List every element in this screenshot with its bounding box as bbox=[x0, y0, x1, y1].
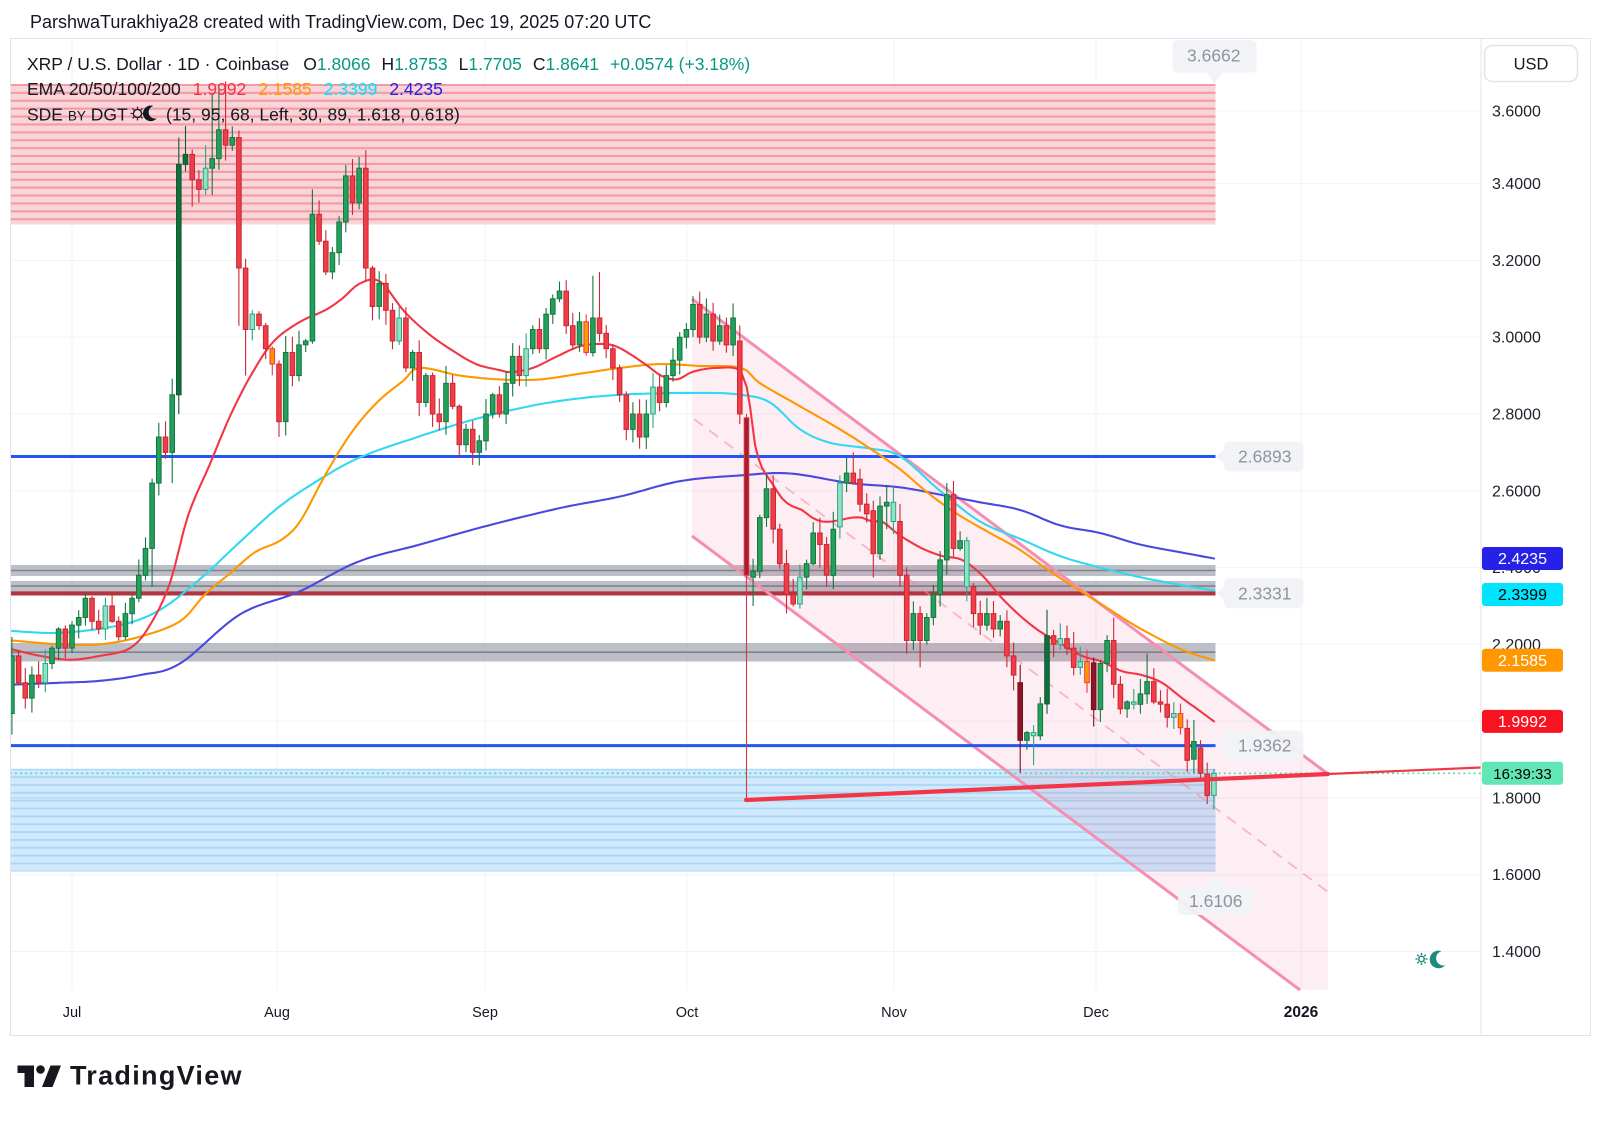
svg-text:1.9362: 1.9362 bbox=[1238, 736, 1292, 756]
svg-text:SDE BY DGT: SDE BY DGT bbox=[27, 105, 128, 125]
svg-text:Dec: Dec bbox=[1083, 1005, 1109, 1021]
svg-text:Aug: Aug bbox=[264, 1005, 290, 1021]
svg-text:2.6000: 2.6000 bbox=[1492, 483, 1541, 500]
svg-text:3.0000: 3.0000 bbox=[1492, 330, 1541, 347]
svg-text:2026: 2026 bbox=[1284, 1004, 1319, 1021]
svg-text:(15, 95, 68, Left, 30, 89, 1.6: (15, 95, 68, Left, 30, 89, 1.618, 0.618) bbox=[166, 105, 460, 125]
svg-text:3.4000: 3.4000 bbox=[1492, 176, 1541, 193]
svg-text:1.6106: 1.6106 bbox=[1189, 891, 1243, 911]
svg-text:1.9992: 1.9992 bbox=[1498, 714, 1547, 731]
svg-text:16:39:33: 16:39:33 bbox=[1493, 766, 1551, 783]
svg-text:2.4235: 2.4235 bbox=[1498, 551, 1547, 568]
svg-text:Sep: Sep bbox=[472, 1005, 498, 1021]
svg-text:Jul: Jul bbox=[63, 1005, 82, 1021]
svg-text:1.6000: 1.6000 bbox=[1492, 867, 1541, 884]
svg-text:2.3331: 2.3331 bbox=[1238, 583, 1292, 603]
svg-text:3.6662: 3.6662 bbox=[1187, 46, 1241, 66]
svg-text:USD: USD bbox=[1514, 56, 1549, 74]
svg-text:1.8000: 1.8000 bbox=[1492, 790, 1541, 807]
svg-text:3.2000: 3.2000 bbox=[1492, 253, 1541, 270]
svg-text:ParshwaTurakhiya28 created wit: ParshwaTurakhiya28 created with TradingV… bbox=[30, 12, 651, 32]
svg-text:XRP / U.S. Dollar · 1D · Coinb: XRP / U.S. Dollar · 1D · Coinbase O1.8066… bbox=[27, 54, 750, 74]
svg-text:Nov: Nov bbox=[881, 1005, 908, 1021]
svg-text:3.6000: 3.6000 bbox=[1492, 103, 1541, 120]
svg-text:TradingView: TradingView bbox=[70, 1061, 243, 1091]
svg-text:2.1585: 2.1585 bbox=[1498, 653, 1547, 670]
svg-text:2.8000: 2.8000 bbox=[1492, 407, 1541, 424]
svg-text:2.6893: 2.6893 bbox=[1238, 447, 1292, 467]
svg-text:2.3399: 2.3399 bbox=[1498, 587, 1547, 604]
svg-text:Oct: Oct bbox=[676, 1005, 699, 1021]
svg-text:1.4000: 1.4000 bbox=[1492, 944, 1541, 961]
